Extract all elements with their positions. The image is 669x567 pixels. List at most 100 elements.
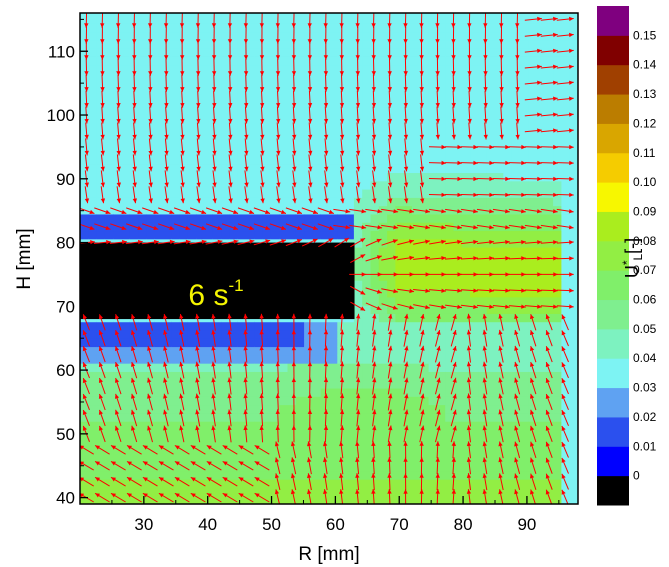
vector-arrow [307, 473, 312, 491]
contour-cell [121, 180, 131, 190]
vector-arrow [307, 377, 313, 395]
contour-cell [154, 346, 164, 356]
contour-cell [262, 106, 272, 115]
contour-cell [312, 421, 322, 430]
contour-cell [412, 321, 421, 331]
contour-cell [453, 147, 463, 157]
vector-arrow [180, 186, 185, 204]
contour-cell [163, 172, 172, 182]
contour-cell [420, 56, 430, 66]
contour-cell [279, 396, 289, 406]
vector-arrow [243, 329, 248, 347]
contour-cell [362, 72, 372, 82]
contour-cell [486, 462, 496, 472]
vector-arrow [545, 473, 553, 490]
vector-arrow [98, 425, 106, 443]
vector-arrow [179, 377, 185, 395]
contour-cell [553, 230, 562, 240]
contour-cell [420, 313, 430, 323]
contour-cell [495, 64, 504, 74]
vector-arrow [164, 186, 169, 204]
contour-cell [486, 72, 496, 82]
contour-cell [511, 197, 521, 207]
contour-cell [254, 487, 264, 497]
contour-cell [104, 346, 114, 356]
contour-cell [461, 305, 471, 314]
contour-cell [461, 379, 471, 389]
contour-cell [445, 313, 455, 323]
vector-arrow [324, 170, 329, 188]
contour-cell [104, 205, 114, 215]
contour-cell [436, 114, 446, 124]
contour-cell [204, 97, 214, 107]
contour-cell [478, 97, 488, 107]
contour-cell [187, 379, 197, 389]
vector-arrow [492, 144, 510, 150]
contour-cell [179, 354, 189, 364]
contour-cell [229, 122, 239, 132]
contour-cell [295, 147, 305, 157]
vector-arrow [499, 42, 504, 60]
contour-cell [179, 222, 189, 232]
contour-cell [345, 321, 355, 331]
contour-cell [221, 188, 230, 198]
contour-cell [121, 139, 131, 149]
contour-cell [138, 155, 147, 165]
contour-cell [345, 338, 355, 348]
contour-cell [212, 205, 222, 215]
contour-cell [387, 338, 396, 348]
vector-arrow [100, 186, 106, 204]
contour-cell [461, 255, 471, 265]
contour-cell [370, 329, 380, 339]
contour-cell [329, 48, 338, 57]
contour-cell [138, 470, 147, 480]
vector-arrow [116, 74, 121, 92]
contour-cell [295, 222, 305, 232]
contour-cell [519, 188, 529, 198]
contour-cell [553, 197, 562, 207]
contour-cell [553, 470, 562, 480]
vector-arrow [324, 186, 329, 204]
contour-cell [246, 56, 255, 66]
contour-cell [270, 14, 280, 24]
contour-cell [80, 479, 89, 489]
contour-cell [428, 180, 438, 190]
contour-cell [420, 354, 430, 364]
vector-arrow [147, 313, 153, 331]
contour-cell [478, 72, 488, 82]
contour-cell [229, 114, 239, 124]
contour-cell [387, 470, 396, 480]
vector-arrow [323, 473, 328, 491]
contour-cell [528, 39, 538, 49]
contour-cell [569, 247, 578, 256]
contour-cell [204, 56, 214, 66]
contour-cell [578, 156, 587, 165]
vector-arrow [556, 16, 574, 22]
contour-cell [412, 23, 421, 33]
contour-cell [486, 454, 496, 464]
contour-cell [428, 64, 438, 74]
contour-cell [212, 338, 222, 348]
vector-arrow [356, 377, 361, 395]
contour-cell [486, 421, 496, 430]
contour-cell [395, 445, 405, 455]
contour-cell [378, 139, 388, 149]
contour-cell [287, 354, 297, 364]
contour-cell [436, 462, 446, 472]
contour-cell [536, 97, 546, 107]
vector-arrow [403, 473, 408, 491]
contour-cell [312, 329, 322, 339]
contour-cell [104, 329, 114, 339]
contour-cell [578, 288, 587, 297]
vector-arrow [274, 441, 281, 459]
contour-cell [470, 354, 479, 364]
contour-cell [428, 404, 438, 414]
contour-cell [254, 479, 264, 489]
contour-cell [544, 230, 554, 240]
contour-cell [113, 421, 123, 430]
vector-arrow [397, 303, 415, 310]
contour-cell [436, 338, 446, 348]
contour-cell [221, 139, 230, 149]
contour-cell [495, 81, 504, 91]
contour-cell [154, 31, 164, 41]
